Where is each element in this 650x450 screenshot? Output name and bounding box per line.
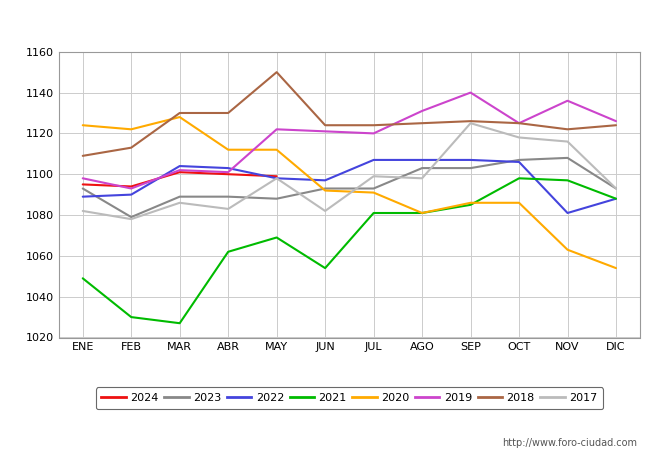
Text: http://www.foro-ciudad.com: http://www.foro-ciudad.com <box>502 438 637 448</box>
Text: Afiliados en Mesía a 31/5/2024: Afiliados en Mesía a 31/5/2024 <box>198 14 452 33</box>
Legend: 2024, 2023, 2022, 2021, 2020, 2019, 2018, 2017: 2024, 2023, 2022, 2021, 2020, 2019, 2018… <box>96 387 603 409</box>
